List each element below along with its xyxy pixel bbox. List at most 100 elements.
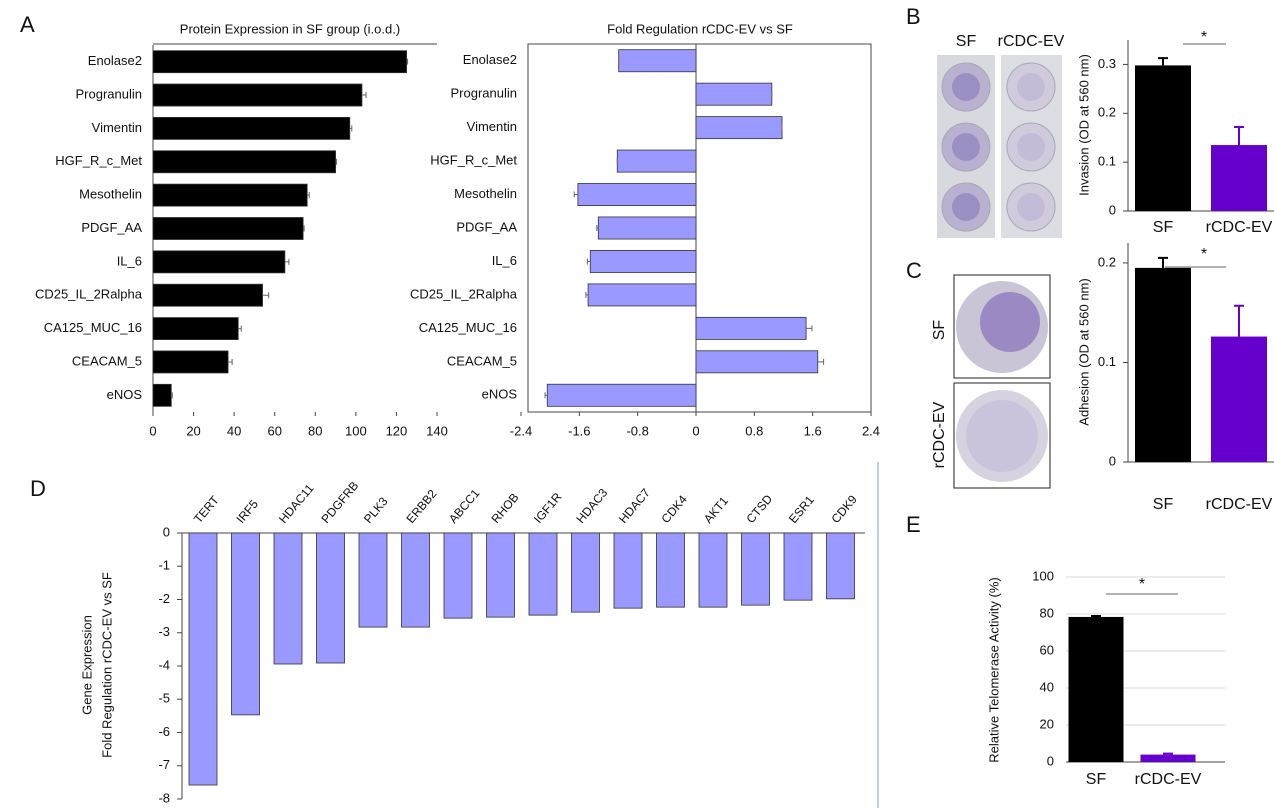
- x-tick-label: rCDC-EV: [1206, 219, 1273, 236]
- bar: [153, 184, 307, 206]
- bar: [1141, 755, 1196, 762]
- panel-label: D: [30, 476, 46, 501]
- error-bar: [1158, 258, 1168, 268]
- x-tick-label: SF: [1153, 496, 1174, 513]
- image-label: rCDC-EV: [998, 33, 1065, 50]
- x-tick-label: TERT: [191, 493, 222, 526]
- y-tick-label: Progranulin: [76, 86, 143, 101]
- x-tick-label: AKT1: [701, 494, 731, 526]
- bar: [1211, 145, 1267, 211]
- y-tick-label: 40: [1040, 679, 1054, 694]
- y-tick-label: PDGF_AA: [81, 220, 142, 235]
- annotation: *: [1201, 246, 1207, 263]
- y-tick-label: Mesothelin: [454, 186, 517, 201]
- bar: [153, 284, 263, 306]
- error-bar: [818, 359, 824, 365]
- y-tick-label: 0: [163, 524, 170, 539]
- y-tick-label: 60: [1040, 642, 1054, 657]
- image-label: SF: [956, 33, 977, 50]
- x-tick-label: CDK4: [659, 492, 691, 526]
- bar: [232, 533, 260, 715]
- x-tick-label: RHOB: [489, 490, 522, 526]
- x-tick-label: -0.8: [626, 423, 648, 438]
- error-bar: [263, 292, 269, 298]
- error-bar: [587, 258, 590, 264]
- bar: [153, 84, 362, 106]
- chart-title: Protein Expression in SF group (i.o.d.): [180, 21, 400, 36]
- y-axis-label: Relative Telomerase Activity (%): [986, 577, 1001, 762]
- x-tick-label: 100: [345, 423, 367, 438]
- panel-label: E: [906, 512, 921, 537]
- bar: [588, 284, 696, 306]
- error-bar: [1158, 58, 1168, 65]
- x-tick-label: 0.8: [745, 423, 763, 438]
- y-tick-label: Progranulin: [451, 86, 518, 101]
- x-tick-label: 0: [149, 423, 156, 438]
- y-tick-label: 0.2: [1098, 105, 1116, 120]
- error-bar: [574, 192, 578, 198]
- x-tick-label: 60: [267, 423, 281, 438]
- bar: [598, 217, 696, 239]
- bar: [699, 533, 727, 607]
- y-tick-label: -7: [158, 757, 170, 772]
- y-tick-label: 0.1: [1098, 354, 1116, 369]
- y-tick-label: 20: [1040, 716, 1054, 731]
- bar: [487, 533, 515, 617]
- bar: [572, 533, 600, 612]
- bar: [189, 533, 217, 785]
- x-tick-label: HDAC11: [276, 481, 317, 526]
- annotation: *: [1139, 576, 1145, 593]
- y-tick-label: CD25_IL_2Ralpha: [35, 287, 143, 302]
- bar: [614, 533, 642, 608]
- y-tick-label: eNOS: [482, 387, 518, 402]
- y-tick-label: Vimentin: [92, 120, 142, 135]
- y-tick-label: -8: [158, 790, 170, 805]
- y-tick-label: HGF_R_c_Met: [430, 153, 517, 168]
- error-bar: [238, 326, 241, 332]
- bar: [617, 150, 696, 172]
- x-tick-label: -1.6: [568, 423, 590, 438]
- bar: [619, 50, 696, 72]
- y-axis-label: Gene Expression: [79, 615, 94, 715]
- y-tick-label: 100: [1032, 568, 1054, 583]
- x-tick-label: SF: [1153, 219, 1174, 236]
- bar: [590, 250, 696, 272]
- figure: A B C D E SF rCDC-EV SF rCDC-EV Protein …: [0, 0, 1274, 808]
- bar: [696, 351, 818, 373]
- bar: [153, 217, 303, 239]
- panel-label: B: [906, 4, 921, 29]
- x-tick-label: rCDC-EV: [1206, 496, 1273, 513]
- y-tick-label: CD25_IL_2Ralpha: [410, 286, 518, 301]
- y-tick-label: Vimentin: [467, 119, 517, 134]
- x-tick-label: SF: [1086, 771, 1107, 788]
- y-tick-label: Enolase2: [88, 53, 142, 68]
- x-tick-label: IGF1R: [531, 490, 565, 526]
- bar: [696, 83, 772, 105]
- x-tick-label: 140: [426, 423, 448, 438]
- error-bar: [1163, 754, 1173, 755]
- y-tick-label: -4: [158, 657, 170, 672]
- x-tick-label: -2.4: [510, 423, 532, 438]
- x-tick-label: HDAC3: [574, 486, 611, 526]
- y-tick-label: 0.1: [1098, 154, 1116, 169]
- x-tick-label: PLK3: [361, 494, 391, 526]
- x-tick-label: CTSD: [744, 492, 776, 526]
- x-tick-label: CDK9: [829, 492, 861, 526]
- y-tick-label: -6: [158, 724, 170, 739]
- error-bar: [806, 325, 812, 331]
- y-tick-label: -3: [158, 624, 170, 639]
- bar: [274, 533, 302, 664]
- annotation: *: [1201, 29, 1207, 46]
- y-tick-label: CEACAM_5: [72, 353, 142, 368]
- panel-label: A: [20, 12, 35, 37]
- y-tick-label: 80: [1040, 605, 1054, 620]
- panel-label: C: [906, 258, 922, 283]
- image-label: SF: [931, 320, 948, 341]
- x-tick-label: 120: [386, 423, 408, 438]
- error-bar: [362, 92, 366, 98]
- y-tick-label: 0: [1109, 202, 1116, 217]
- bar: [696, 117, 782, 139]
- x-tick-label: 1.6: [804, 423, 822, 438]
- bar: [153, 384, 171, 406]
- bar: [696, 317, 806, 339]
